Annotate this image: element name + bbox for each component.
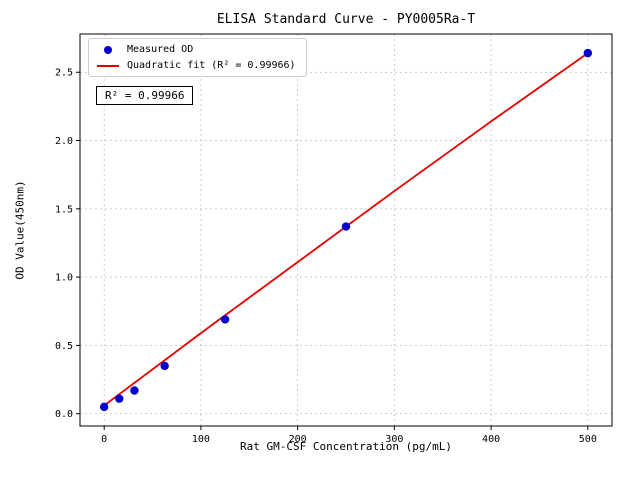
x-tick-label: 300 — [385, 434, 403, 445]
scatter-marker-icon — [104, 45, 112, 54]
x-tick-label: 100 — [192, 434, 210, 445]
data-point — [160, 361, 169, 371]
data-point — [583, 48, 593, 58]
y-tick-label: 0.0 — [55, 409, 73, 420]
data-point — [115, 394, 124, 403]
x-tick-label: 200 — [289, 434, 307, 445]
legend-item-quadratic-fit: Quadratic fit (R² = 0.99966) — [97, 60, 296, 71]
data-point — [130, 386, 139, 395]
y-tick-label: 2.5 — [55, 68, 73, 79]
data-point — [341, 222, 351, 231]
legend-item-measured-od: Measured OD — [97, 44, 296, 55]
x-tick-label: 500 — [579, 434, 597, 445]
x-tick-label: 400 — [482, 434, 500, 445]
plot-border — [79, 33, 613, 427]
line-marker-icon — [97, 64, 119, 67]
data-point — [220, 315, 230, 324]
y-tick-label: 1.0 — [55, 273, 73, 284]
legend-label-quadratic-fit: Quadratic fit (R² = 0.99966) — [127, 60, 296, 71]
x-axis-label: Rat GM-CSF Concentration (pg/mL) — [240, 440, 452, 453]
r-squared-annotation: R² = 0.99966 — [96, 86, 194, 105]
y-axis-label: OD Value(450nm) — [13, 180, 27, 280]
y-tick-label: 0.5 — [55, 341, 73, 352]
legend: Measured OD Quadratic fit (R² = 0.99966) — [88, 38, 307, 77]
chart-title: ELISA Standard Curve - PY0005Ra-T — [216, 12, 476, 27]
legend-label-measured-od: Measured OD — [127, 44, 194, 55]
x-tick-label: 0 — [101, 434, 107, 445]
y-tick-label: 1.5 — [55, 204, 73, 215]
data-point — [99, 402, 109, 412]
y-tick-label: 2.0 — [55, 136, 73, 147]
